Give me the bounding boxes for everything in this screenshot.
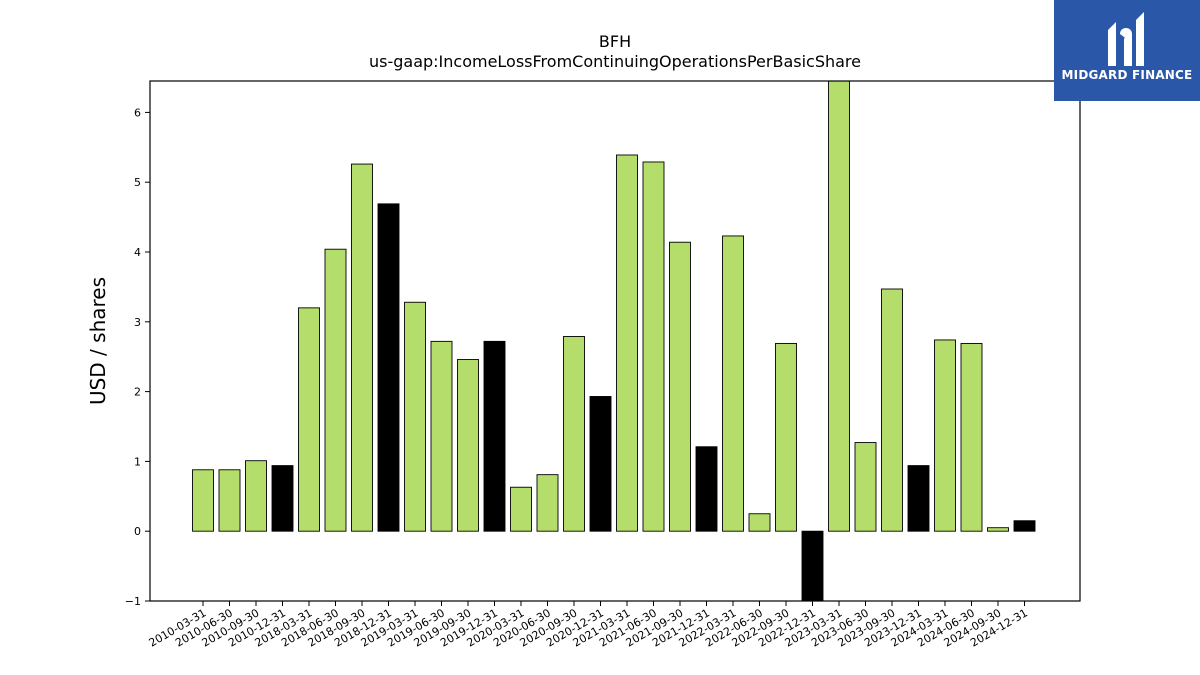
bar-2021-12-31 (695, 446, 718, 532)
bar-2021-03-31 (616, 154, 638, 532)
plot-frame (149, 80, 1081, 602)
logo-text: MIDGARD FINANCE (1061, 68, 1193, 82)
chart-subtitle: us-gaap:IncomeLossFromContinuingOperatio… (368, 52, 861, 71)
bar-2024-09-30 (987, 527, 1009, 532)
y-tick-label: 0 (134, 525, 141, 538)
y-axis-label: USD / shares (86, 277, 110, 405)
y-tick-label: 3 (134, 316, 141, 329)
bar-2020-09-30 (563, 336, 585, 532)
bar-2022-06-30 (748, 513, 771, 532)
y-tick-label: 1 (134, 455, 141, 468)
bar-2023-09-30 (881, 288, 903, 532)
bar-2018-12-31 (377, 203, 400, 532)
bar-2021-06-30 (642, 161, 665, 532)
x-axis: 2010-03-312010-06-302010-09-302010-12-31… (147, 601, 1030, 650)
bar-2022-03-31 (722, 235, 744, 532)
bar-2019-09-30 (457, 359, 479, 532)
bars-group (192, 80, 1036, 602)
bar-2010-12-31 (271, 465, 294, 532)
bar-2024-12-31 (1013, 520, 1036, 532)
bar-2023-12-31 (907, 465, 930, 532)
bar-2020-12-31 (589, 396, 612, 532)
bar-2019-06-30 (430, 340, 453, 532)
bar-2024-03-31 (934, 339, 956, 532)
bar-2018-03-31 (298, 307, 320, 532)
bar-2018-09-30 (351, 163, 373, 532)
y-axis: −1 0 1 2 3 4 5 6 (125, 106, 150, 608)
brand-logo: MIDGARD FINANCE (1054, 0, 1200, 101)
bar-2018-06-30 (324, 248, 347, 532)
bar-2010-03-31 (192, 469, 214, 532)
bar-2019-12-31 (483, 340, 506, 532)
logo-mark-icon (1108, 12, 1144, 66)
bar-2022-12-31 (801, 530, 824, 602)
bar-2019-03-31 (404, 301, 426, 532)
chart-title: BFH (598, 32, 632, 51)
bar-2020-06-30 (536, 474, 559, 532)
bar-2023-06-30 (854, 442, 877, 532)
bar-2022-09-30 (775, 342, 797, 532)
bar-2010-09-30 (245, 460, 267, 532)
bar-2020-03-31 (510, 486, 532, 532)
y-tick-label: 2 (134, 386, 141, 399)
bar-2021-09-30 (669, 241, 691, 532)
bar-2024-06-30 (960, 342, 983, 532)
y-tick-label: 6 (134, 106, 141, 119)
bar-2023-03-31 (828, 80, 850, 532)
bar-2010-06-30 (218, 469, 241, 532)
y-tick-label: 5 (134, 176, 141, 189)
y-tick-label: 4 (134, 246, 141, 259)
y-tick-label: −1 (125, 595, 141, 608)
